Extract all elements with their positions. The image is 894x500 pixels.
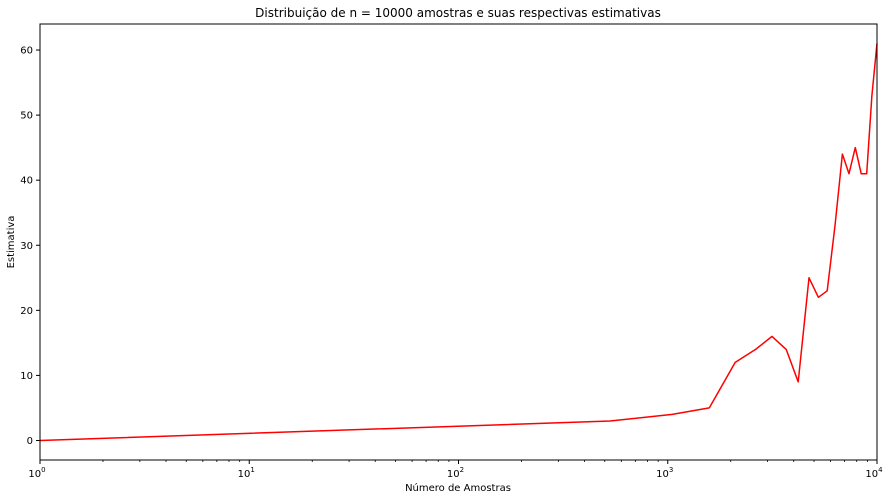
y-tick-label: 50 (20, 111, 33, 122)
chart-title: Distribuição de n = 10000 amostras e sua… (255, 6, 661, 20)
plot-frame (39, 23, 878, 461)
y-tick-label: 10 (20, 371, 33, 382)
y-tick-label: 40 (20, 176, 33, 187)
x-tick-base: 10 (865, 469, 878, 480)
x-tick-exponent: 2 (460, 466, 464, 474)
y-tick-label: 0 (27, 436, 33, 447)
x-tick-base: 10 (28, 469, 41, 480)
x-tick-exponent: 3 (669, 466, 673, 474)
y-tick-label: 60 (20, 46, 33, 57)
x-tick-exponent: 1 (250, 466, 254, 474)
y-tick-label: 20 (20, 306, 33, 317)
x-tick-base: 10 (656, 469, 669, 480)
x-tick-label: 102 (447, 466, 464, 480)
x-tick-base: 10 (447, 469, 460, 480)
series-line (39, 43, 878, 442)
x-tick-exponent: 4 (878, 466, 883, 474)
y-axis-label: Estimativa (6, 216, 17, 269)
x-tick-label: 101 (238, 466, 255, 480)
x-tick-exponent: 0 (41, 466, 45, 474)
plot-area (39, 43, 878, 442)
x-tick-label: 100 (28, 466, 45, 480)
x-tick-base: 10 (238, 469, 251, 480)
x-tick-label: 104 (865, 466, 883, 480)
x-axis-label: Número de Amostras (405, 482, 511, 494)
y-tick-label: 30 (20, 241, 33, 252)
x-tick-label: 103 (656, 466, 673, 480)
